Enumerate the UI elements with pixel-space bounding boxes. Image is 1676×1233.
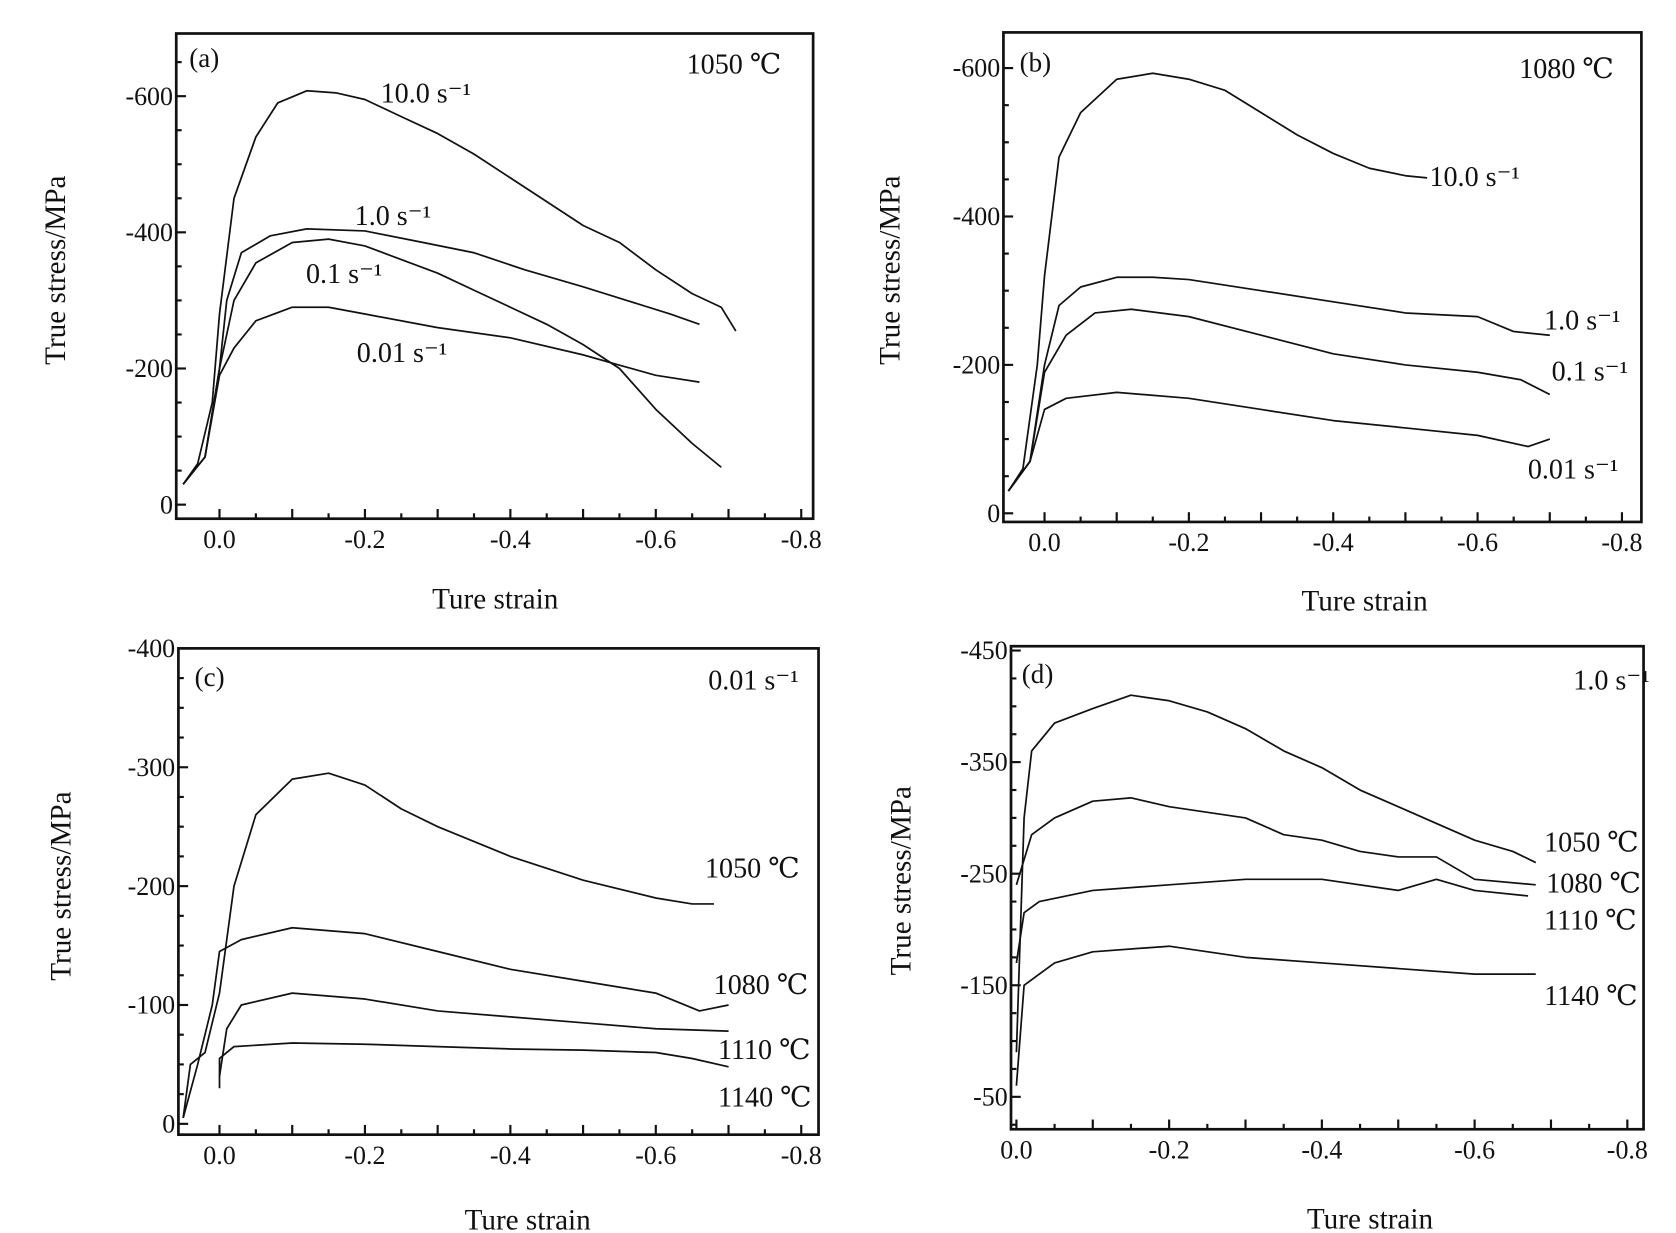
panel-letter: (b) <box>1020 47 1052 77</box>
y-tick-label: -200 <box>125 354 173 383</box>
x-axis-title: Ture strain <box>1307 1204 1434 1233</box>
x-tick-label: 0.0 <box>203 525 235 554</box>
panel-letter: (a) <box>189 43 219 73</box>
series-label: 1110 ℃ <box>718 1035 811 1066</box>
y-tick-label: -300 <box>128 753 176 782</box>
y-axis-title: True stress/MPa <box>875 175 907 364</box>
x-tick-label: -0.8 <box>781 525 822 554</box>
series-label: 1050 ℃ <box>1544 828 1639 859</box>
x-tick-label: -0.4 <box>1301 1135 1342 1164</box>
x-tick-label: -0.8 <box>1601 528 1642 557</box>
series-label: 10.0 s⁻¹ <box>1429 162 1519 193</box>
series-label: 1140 ℃ <box>718 1083 812 1114</box>
series-line <box>1007 308 1551 492</box>
condition-label: 0.01 s⁻¹ <box>708 665 798 696</box>
y-tick-label: 0 <box>160 490 173 519</box>
y-tick-label: -100 <box>128 991 176 1020</box>
plot-frame <box>1002 31 1643 524</box>
series-label: 1080 ℃ <box>714 970 809 1001</box>
y-tick-label: 0 <box>162 1110 175 1139</box>
series-label: 1.0 s⁻¹ <box>355 201 431 232</box>
series-label: 1110 ℃ <box>1544 905 1637 936</box>
x-tick-label: -0.6 <box>1454 1135 1495 1164</box>
y-tick-label: -350 <box>960 748 1008 777</box>
series-line <box>1015 796 1536 886</box>
y-tick-label: -150 <box>960 971 1008 1000</box>
series-line <box>218 992 729 1077</box>
series-line <box>1015 878 1529 964</box>
series-line <box>1015 945 1536 1086</box>
series-line <box>182 772 714 1119</box>
plot-frame <box>177 647 820 1137</box>
series-line <box>182 89 737 485</box>
series-label: 10.0 s⁻¹ <box>381 79 471 110</box>
x-tick-label: -0.2 <box>1149 1135 1190 1164</box>
chart-panel-b: 0.0 -0.2 -0.4 -0.6 -0.8 0 -200 -400 -600 10.0 s⁻¹… <box>875 31 1643 618</box>
y-tick-label: -50 <box>973 1082 1008 1111</box>
y-tick-label: -600 <box>953 54 1001 83</box>
series-line <box>1007 391 1551 492</box>
y-tick-label: -200 <box>128 872 176 901</box>
series-label: 0.01 s⁻¹ <box>1528 455 1618 486</box>
y-tick-label: -200 <box>953 351 1001 380</box>
y-axis-title: True stress/MPa <box>885 786 917 975</box>
y-tick-label: -400 <box>128 634 176 663</box>
panel-letter: (c) <box>195 662 225 692</box>
y-axis-title: True stress/MPa <box>40 175 72 364</box>
series-line <box>1015 694 1537 1053</box>
series-line <box>1007 276 1550 492</box>
x-tick-label: -0.2 <box>1168 528 1209 557</box>
series-label: 1140 ℃ <box>1544 981 1638 1012</box>
x-tick-label: -0.6 <box>1457 528 1498 557</box>
x-tick-label: -0.2 <box>344 525 385 554</box>
series-label: 1050 ℃ <box>705 853 800 884</box>
chart-panel-a: 0.0 -0.2 -0.4 -0.6 -0.8 0 -200 -400 -600 10.0 s⁻¹… <box>40 32 822 615</box>
series-label: 0.1 s⁻¹ <box>1552 356 1628 387</box>
x-tick-label: -0.8 <box>781 1141 822 1170</box>
y-tick-label: -400 <box>953 202 1001 231</box>
x-tick-label: 0.0 <box>1028 528 1060 557</box>
series-line <box>182 238 722 485</box>
y-tick-label: -400 <box>125 218 173 247</box>
series-line <box>218 1042 729 1089</box>
x-tick-label: -0.8 <box>1607 1135 1648 1164</box>
condition-label: 1050 ℃ <box>687 49 782 80</box>
y-axis-title: True stress/MPa <box>45 791 77 980</box>
x-axis-title: Ture strain <box>1301 586 1428 618</box>
panel-letter: (d) <box>1022 659 1054 689</box>
series-line <box>182 926 729 1119</box>
x-tick-label: -0.4 <box>490 1141 531 1170</box>
series-label: 1080 ℃ <box>1546 869 1641 900</box>
y-tick-label: -450 <box>960 636 1008 665</box>
condition-label: 1080 ℃ <box>1519 54 1614 85</box>
chart-panel-c: 0.0 -0.2 -0.4 -0.6 -0.8 0 -100 -200 -300 -400 1050… <box>45 634 821 1233</box>
series-label: 1.0 s⁻¹ <box>1544 306 1620 337</box>
series-label: 0.1 s⁻¹ <box>306 259 382 290</box>
series-line <box>182 228 700 485</box>
x-tick-label: 0.0 <box>203 1141 235 1170</box>
x-tick-label: 0.0 <box>1000 1135 1032 1164</box>
x-tick-label: -0.4 <box>1313 528 1354 557</box>
x-tick-label: -0.6 <box>635 525 676 554</box>
plot-frame <box>174 32 815 521</box>
series-line <box>1007 72 1428 492</box>
plot-frame <box>1009 644 1645 1131</box>
y-tick-label: 0 <box>987 499 1000 528</box>
y-tick-label: -250 <box>960 859 1008 888</box>
x-axis-title: Ture strain <box>465 1205 592 1233</box>
chart-panel-d: 0.0 -0.2 -0.4 -0.6 -0.8 -450 -350 -250 -150 -50 10… <box>885 636 1649 1233</box>
x-axis-title: Ture strain <box>432 583 559 615</box>
x-tick-label: -0.6 <box>635 1141 676 1170</box>
x-tick-label: -0.2 <box>344 1141 385 1170</box>
series-line <box>182 306 700 485</box>
condition-label: 1.0 s⁻¹ <box>1573 665 1649 696</box>
y-tick-label: -600 <box>125 82 173 111</box>
series-label: 0.01 s⁻¹ <box>357 338 447 369</box>
x-tick-label: -0.4 <box>490 525 531 554</box>
